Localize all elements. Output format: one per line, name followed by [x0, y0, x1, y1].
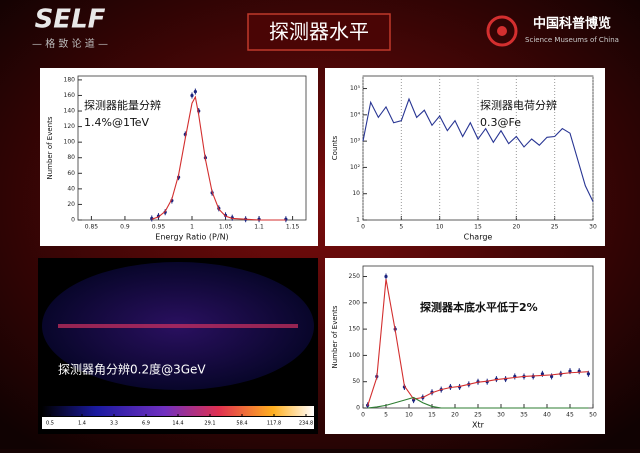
y-tick-label: 1: [356, 217, 360, 224]
panels: 0.85 0.9 0.95 1 1.05 1.1 1.1502040608010012014…: [38, 68, 605, 434]
title: 探测器水平: [269, 20, 369, 44]
x-axis-label: Xtr: [472, 421, 485, 430]
data-point: [586, 372, 591, 376]
x-tick-label: 25: [551, 224, 559, 231]
colorbar-tick-label: 3.3: [110, 421, 118, 427]
x-axis-label: Charge: [464, 233, 493, 242]
y-tick-label: 10⁴: [350, 111, 361, 118]
org-logo: [486, 15, 518, 47]
y-tick-label: 80: [67, 154, 75, 161]
colorbar-tick-label: 58.4: [236, 421, 247, 427]
y-tick-label: 100: [64, 139, 76, 146]
y-axis-label: Number of Events: [46, 116, 54, 179]
y-tick-label: 120: [64, 123, 76, 130]
x-tick-label: 0: [361, 224, 365, 231]
y-tick-label: 150: [349, 326, 361, 333]
panel: [40, 68, 318, 246]
annotation: 1.4%@1TeV: [84, 116, 150, 129]
colorbar-tick-label: 1.4: [78, 421, 86, 427]
annotation: 探测器电荷分辨: [480, 98, 557, 112]
series-line: [367, 396, 589, 409]
series-line: [362, 97, 594, 202]
y-tick-label: 60: [67, 170, 75, 177]
annotation: 探测器角分辨0.2度@3GeV: [58, 362, 206, 377]
x-tick-label: 30: [497, 412, 505, 419]
y-tick-label: 160: [64, 92, 76, 99]
colorbar-labels-bg: [42, 417, 314, 429]
logo: SELF: [35, 5, 106, 35]
y-tick-label: 100: [349, 352, 361, 359]
x-tick-label: 0.95: [152, 224, 166, 231]
y-axis-label: Counts: [331, 135, 339, 160]
colorbar-tick-label: 234.8: [299, 421, 313, 427]
annotation: 探测器能量分辨: [84, 98, 161, 112]
data-point: [384, 274, 388, 279]
x-tick-label: 30: [589, 224, 597, 231]
annotation: 0.3@Fe: [480, 116, 521, 129]
y-tick-label: 0: [356, 405, 360, 412]
org-logo-dot: [497, 26, 507, 36]
y-tick-label: 250: [349, 273, 361, 280]
x-tick-label: 10: [405, 412, 413, 419]
series-line: [367, 279, 589, 407]
x-tick-label: 15: [428, 412, 436, 419]
org-name: 中国科普博览: [533, 16, 611, 32]
y-tick-label: 20: [67, 201, 75, 208]
data-point: [540, 372, 545, 376]
y-tick-label: 10⁵: [350, 85, 361, 92]
colorbar-tick-label: 29.1: [204, 421, 215, 427]
y-axis-label: Number of Events: [331, 305, 339, 368]
x-tick-label: 1.15: [286, 224, 300, 231]
annotation: 探测器本底水平低于2%: [420, 300, 538, 314]
y-tick-label: 140: [64, 108, 76, 115]
y-tick-label: 180: [64, 76, 76, 83]
colorbar: [42, 406, 314, 416]
x-tick-label: 5: [399, 224, 403, 231]
x-tick-label: 50: [589, 412, 597, 419]
data-point: [550, 374, 554, 379]
series-line: [151, 95, 286, 221]
colorbar-tick-label: 117.8: [267, 421, 281, 427]
x-axis-label: Energy Ratio (P/N): [155, 233, 228, 242]
data-point: [193, 89, 197, 94]
x-tick-label: 1.1: [254, 224, 264, 231]
title-box: [247, 13, 391, 51]
x-tick-label: 1: [190, 224, 194, 231]
y-tick-label: 200: [349, 299, 361, 306]
x-tick-label: 1.05: [219, 224, 233, 231]
x-tick-label: 20: [513, 224, 521, 231]
colorbar-tick-label: 0.5: [46, 421, 54, 427]
y-tick-label: 50: [352, 378, 360, 385]
y-tick-label: 10: [352, 190, 360, 197]
y-tick-label: 10²: [350, 164, 361, 171]
y-tick-label: 40: [67, 185, 75, 192]
x-tick-label: 35: [520, 412, 528, 419]
colorbar-tick-label: 14.4: [172, 421, 183, 427]
y-tick-label: 0: [71, 217, 75, 224]
colorbar-tick-label: 6.9: [142, 421, 150, 427]
y-tick-label: 10³: [350, 138, 361, 145]
data-point: [190, 93, 194, 98]
x-tick-label: 0.9: [120, 224, 130, 231]
x-tick-label: 0: [361, 412, 365, 419]
x-tick-label: 5: [384, 412, 388, 419]
x-tick-label: 20: [451, 412, 459, 419]
panel: [325, 258, 605, 434]
data-point: [568, 369, 572, 373]
x-tick-label: 15: [474, 224, 482, 231]
x-tick-label: 45: [566, 412, 574, 419]
org-name-en: Science Museums of China: [525, 36, 619, 44]
x-tick-label: 0.85: [85, 224, 99, 231]
logo-subtitle: — 格 致 论 道 —: [32, 37, 108, 50]
panel: [325, 68, 605, 246]
galactic-plane: [58, 324, 298, 328]
x-tick-label: 10: [436, 224, 444, 231]
x-tick-label: 40: [543, 412, 551, 419]
x-tick-label: 25: [474, 412, 482, 419]
